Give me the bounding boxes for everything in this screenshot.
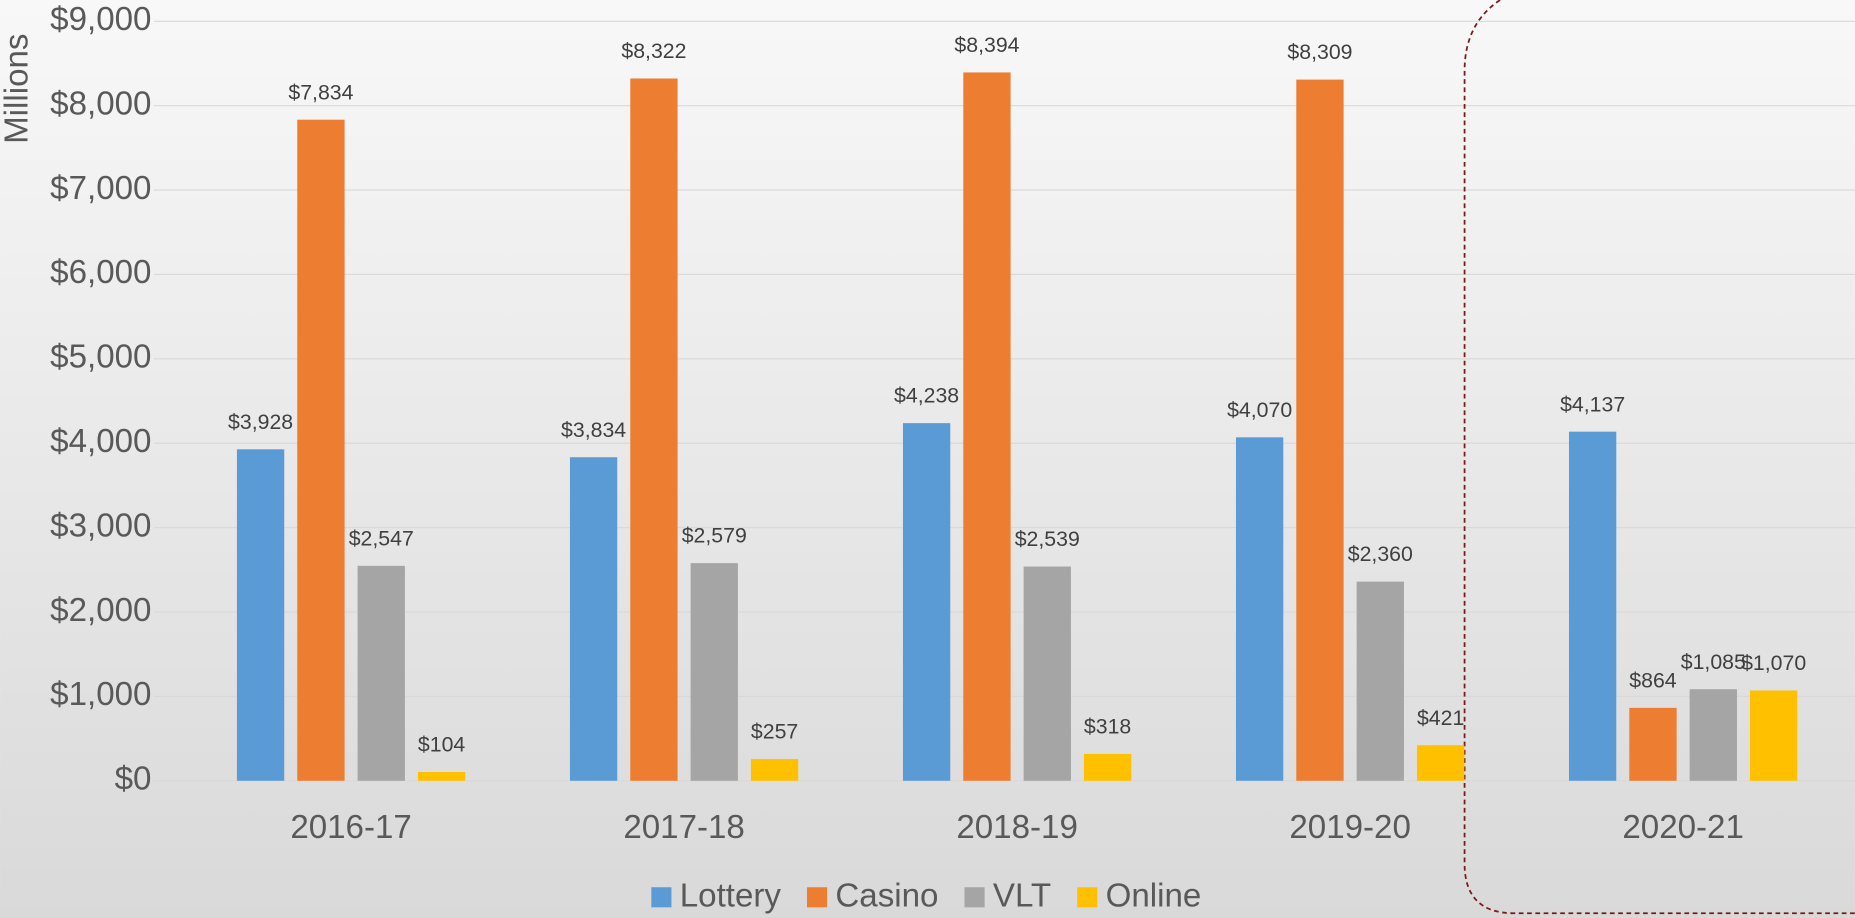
bar xyxy=(1296,79,1344,781)
data-label: $2,360 xyxy=(1348,542,1413,566)
y-tick-label: $6,000 xyxy=(50,254,151,291)
y-tick-label: $2,000 xyxy=(50,592,151,629)
highlight-outline xyxy=(1463,0,1855,915)
bar xyxy=(1235,437,1284,781)
data-label: $8,322 xyxy=(621,39,686,63)
y-tick-label: $3,000 xyxy=(50,507,151,544)
data-label: $2,539 xyxy=(1015,527,1080,551)
data-label: $1,070 xyxy=(1741,651,1806,675)
bar xyxy=(1416,745,1465,781)
data-label: $8,309 xyxy=(1287,40,1352,64)
y-tick-label: $1,000 xyxy=(50,676,151,713)
bar xyxy=(1023,566,1071,781)
bar xyxy=(1629,707,1677,781)
data-label: $3,834 xyxy=(561,418,626,442)
data-label: $2,547 xyxy=(349,526,414,550)
legend-swatch xyxy=(1077,887,1098,908)
x-tick-label: 2018-19 xyxy=(956,809,1078,846)
data-label: $2,579 xyxy=(682,524,747,548)
x-tick-label: 2016-17 xyxy=(290,809,412,846)
bar xyxy=(902,423,951,781)
x-tick-label: 2019-20 xyxy=(1289,809,1411,846)
bar xyxy=(297,119,345,781)
data-label: $4,070 xyxy=(1227,398,1292,422)
y-tick-label: $5,000 xyxy=(50,339,151,376)
data-label: $318 xyxy=(1084,715,1131,739)
bar xyxy=(236,449,285,781)
bar xyxy=(690,563,738,781)
data-label: $4,137 xyxy=(1560,392,1625,416)
bar xyxy=(357,565,405,781)
y-tick-label: $0 xyxy=(115,761,152,798)
bar xyxy=(1689,689,1737,781)
bar xyxy=(750,759,799,781)
legend-swatch xyxy=(651,887,672,908)
bar xyxy=(1356,581,1404,781)
y-tick-label: $9,000 xyxy=(50,1,151,38)
y-axis-label: Millions xyxy=(0,34,36,144)
data-label: $1,085 xyxy=(1681,650,1746,674)
y-tick-label: $8,000 xyxy=(50,85,151,122)
bar xyxy=(963,72,1011,781)
legend-swatch xyxy=(806,887,828,908)
legend-label: Lottery xyxy=(680,878,782,915)
bar xyxy=(1749,690,1798,781)
data-label: $421 xyxy=(1417,706,1464,730)
data-label: $3,928 xyxy=(228,410,293,434)
data-label: $4,238 xyxy=(894,384,959,408)
y-tick-label: $4,000 xyxy=(50,423,151,460)
data-label: $864 xyxy=(1629,668,1677,692)
legend-label: VLT xyxy=(993,878,1051,915)
x-tick-label: 2017-18 xyxy=(623,809,745,846)
data-label: $8,394 xyxy=(954,33,1019,57)
data-label: $7,834 xyxy=(288,80,353,104)
bar xyxy=(569,457,618,781)
bar xyxy=(630,78,678,781)
legend: Lottery Casino VLT Online xyxy=(651,878,1201,915)
legend-swatch xyxy=(964,887,985,908)
legend-label: Online xyxy=(1106,878,1202,915)
data-label: $104 xyxy=(418,733,466,757)
data-label: $257 xyxy=(751,720,798,744)
bar xyxy=(417,771,466,781)
bar xyxy=(1568,431,1617,781)
bar xyxy=(1083,753,1132,781)
y-tick-label: $7,000 xyxy=(50,170,151,207)
legend-label: Casino xyxy=(835,878,938,915)
x-tick-label: 2020-21 xyxy=(1622,809,1744,846)
